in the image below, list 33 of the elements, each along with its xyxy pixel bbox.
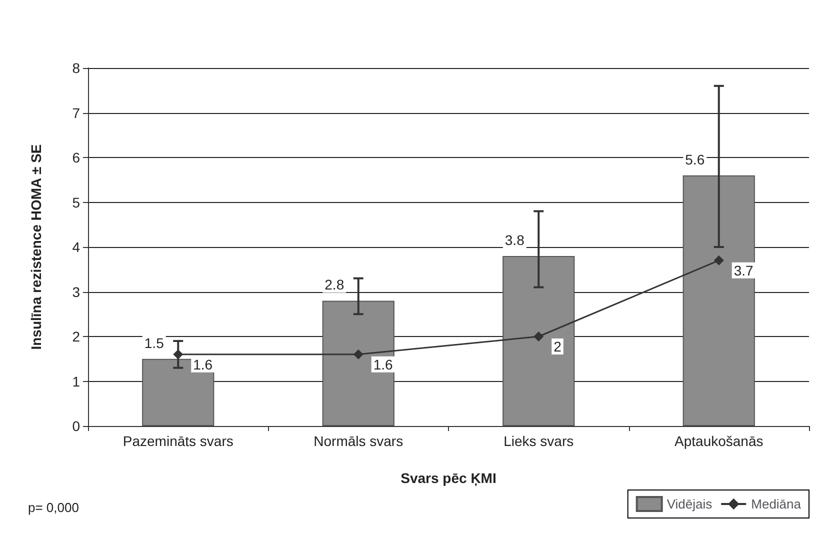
point bbox=[534, 332, 544, 342]
y-tick-label: 3 bbox=[72, 284, 80, 300]
x-tick-label: Pazemināts svars bbox=[122, 433, 234, 449]
data-label: 1.5 bbox=[144, 334, 164, 351]
x-tick-label: Lieks svars bbox=[504, 433, 574, 449]
text: p= 0,000 bbox=[28, 500, 79, 515]
data-label: 2 bbox=[554, 338, 562, 354]
data-label: 3.8 bbox=[504, 232, 525, 248]
bar bbox=[502, 256, 575, 426]
bar bbox=[682, 175, 755, 426]
x-tick-label: Normāls svars bbox=[314, 433, 404, 449]
bar bbox=[142, 358, 214, 426]
x-tick-label: Aptaukošanās bbox=[674, 433, 764, 449]
data-label: 3.7 bbox=[734, 262, 754, 278]
y-axis-title: Insulīna rezistence HOMA ± SE bbox=[28, 144, 44, 350]
y-tick-label: 5 bbox=[72, 194, 80, 210]
y-tick-label: 8 bbox=[72, 60, 80, 76]
y-tick-label: 6 bbox=[72, 150, 80, 166]
point bbox=[714, 255, 724, 266]
y-tick-label: 7 bbox=[72, 104, 80, 121]
x-axis-title: Svars pēc ĶMI bbox=[400, 470, 496, 487]
y-tick-label: 4 bbox=[72, 239, 80, 255]
y-tick-label: 0 bbox=[72, 418, 80, 434]
data-label: 1.6 bbox=[193, 356, 213, 372]
point bbox=[353, 349, 364, 360]
data-label: 5.6 bbox=[685, 151, 705, 168]
legend-label: Mediāna bbox=[751, 496, 802, 512]
legend-label: Vidējais bbox=[666, 496, 713, 512]
y-tick-label: 2 bbox=[72, 328, 80, 344]
bar bbox=[322, 300, 394, 426]
data-label: 1.6 bbox=[373, 356, 394, 372]
y-tick-label: 1 bbox=[72, 373, 80, 390]
data-label: 2.8 bbox=[324, 276, 344, 293]
